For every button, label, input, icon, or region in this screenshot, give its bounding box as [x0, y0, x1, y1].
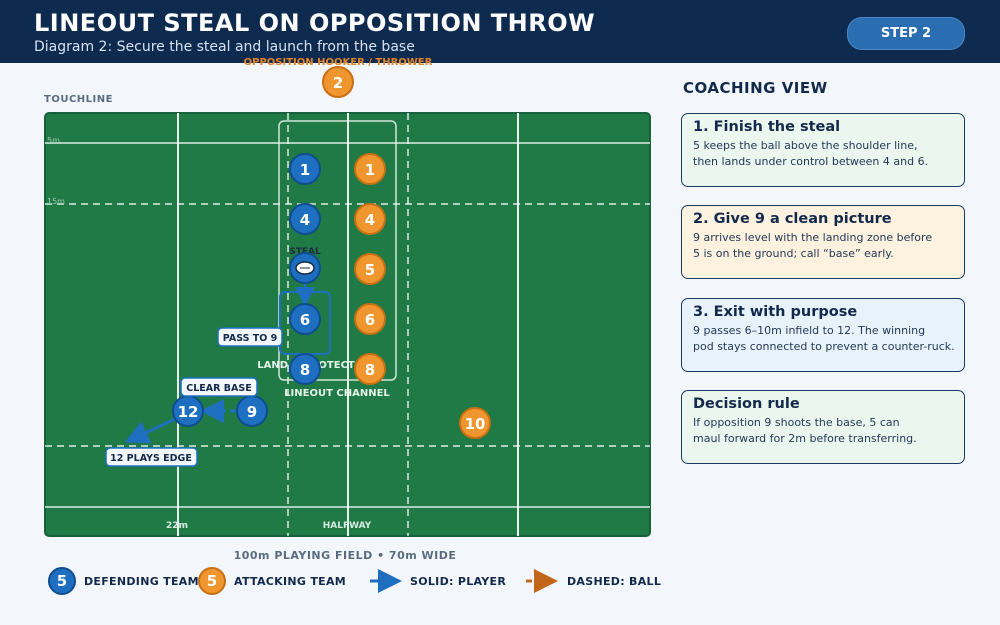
- svg-text:1: 1: [300, 161, 310, 179]
- legend: 5 DEFENDING TEAM 5 ATTACKING TEAM SOLID:…: [0, 566, 1000, 600]
- defending-player: 12: [172, 395, 204, 427]
- thrower-marker: [322, 66, 354, 98]
- attacking-player: 10: [459, 407, 491, 439]
- defending-player: 9: [236, 395, 268, 427]
- card-title: 3. Exit with purpose: [693, 304, 858, 320]
- attacking-legend-label: ATTACKING TEAM: [234, 575, 347, 588]
- label-5m: 5m: [47, 136, 60, 145]
- svg-text:5: 5: [365, 261, 375, 279]
- svg-text:8: 8: [365, 361, 375, 379]
- channel-label: LINEOUT CHANNEL: [284, 388, 390, 399]
- steal-label: STEAL: [289, 247, 321, 257]
- label-22m: 22m: [166, 521, 188, 531]
- clear-base-pill: CLEAR BASE: [180, 377, 258, 397]
- svg-text:6: 6: [365, 311, 375, 329]
- svg-text:4: 4: [365, 211, 375, 229]
- card-body: 9 passes 6–10m infield to 12. The winnin…: [693, 324, 955, 353]
- header-bar: LINEOUT STEAL ON OPPOSITION THROW Diagra…: [0, 0, 1000, 63]
- edge-label-pill: 12 PLAYS EDGE: [105, 447, 198, 467]
- step-button[interactable]: STEP 2: [847, 17, 965, 50]
- svg-text:10: 10: [465, 415, 486, 433]
- lineout-channel: [278, 120, 397, 381]
- coaching-card: 3. Exit with purpose 9 passes 6–10m infi…: [681, 298, 965, 372]
- label-halfway: HALFWAY: [323, 521, 372, 531]
- attacking-player: 8: [354, 353, 386, 385]
- attacking-player: 1: [354, 153, 386, 185]
- thrower-label: OPPOSITION HOOKER / THROWER: [244, 57, 433, 68]
- page-subtitle: Diagram 2: Secure the steal and launch f…: [34, 39, 415, 55]
- card-body: 5 keeps the ball above the shoulder line…: [693, 139, 929, 168]
- card-body: If opposition 9 shoots the base, 5 can m…: [693, 416, 917, 445]
- solid-legend-label: SOLID: PLAYER: [410, 575, 507, 588]
- field-caption: 100m PLAYING FIELD • 70m WIDE: [233, 549, 457, 562]
- coaching-card: 2. Give 9 a clean picture 9 arrives leve…: [681, 205, 965, 279]
- defending-legend-label: DEFENDING TEAM: [84, 575, 199, 588]
- coaching-card: Decision rule If opposition 9 shoots the…: [681, 390, 965, 464]
- label-15m: 15m: [47, 197, 65, 206]
- defending-player: 4: [289, 203, 321, 235]
- touchline-label: TOUCHLINE: [44, 94, 113, 105]
- svg-text:12: 12: [178, 403, 199, 421]
- card-title: 1. Finish the steal: [693, 119, 841, 135]
- defending-player: 1: [289, 153, 321, 185]
- panel-title: COACHING VIEW: [683, 79, 828, 97]
- card-title: 2. Give 9 a clean picture: [693, 211, 892, 227]
- svg-text:PASS TO 9: PASS TO 9: [223, 333, 277, 344]
- pass-label-pill: PASS TO 9: [217, 327, 283, 347]
- svg-text:6: 6: [300, 311, 310, 329]
- svg-text:CLEAR BASE: CLEAR BASE: [186, 383, 251, 394]
- attacking-player: 4: [354, 203, 386, 235]
- svg-text:9: 9: [247, 403, 257, 421]
- defending-legend-icon: 5: [48, 567, 76, 595]
- card-body: 9 arrives level with the landing zone be…: [693, 231, 933, 260]
- attacking-player: 6: [354, 303, 386, 335]
- coaching-card: 1. Finish the steal 5 keeps the ball abo…: [681, 113, 965, 187]
- svg-text:8: 8: [300, 361, 310, 379]
- svg-text:4: 4: [300, 211, 310, 229]
- defending-player: 6: [289, 303, 321, 335]
- defending-player: 8: [289, 353, 321, 385]
- dashed-legend-label: DASHED: BALL: [567, 575, 662, 588]
- svg-text:12 PLAYS EDGE: 12 PLAYS EDGE: [110, 453, 192, 464]
- thrower-number: 2: [333, 74, 343, 92]
- attacking-legend-icon: 5: [198, 567, 226, 595]
- attacking-player: 5: [354, 253, 386, 285]
- svg-text:1: 1: [365, 161, 375, 179]
- card-title: Decision rule: [693, 396, 800, 412]
- page-title: LINEOUT STEAL ON OPPOSITION THROW: [34, 9, 596, 37]
